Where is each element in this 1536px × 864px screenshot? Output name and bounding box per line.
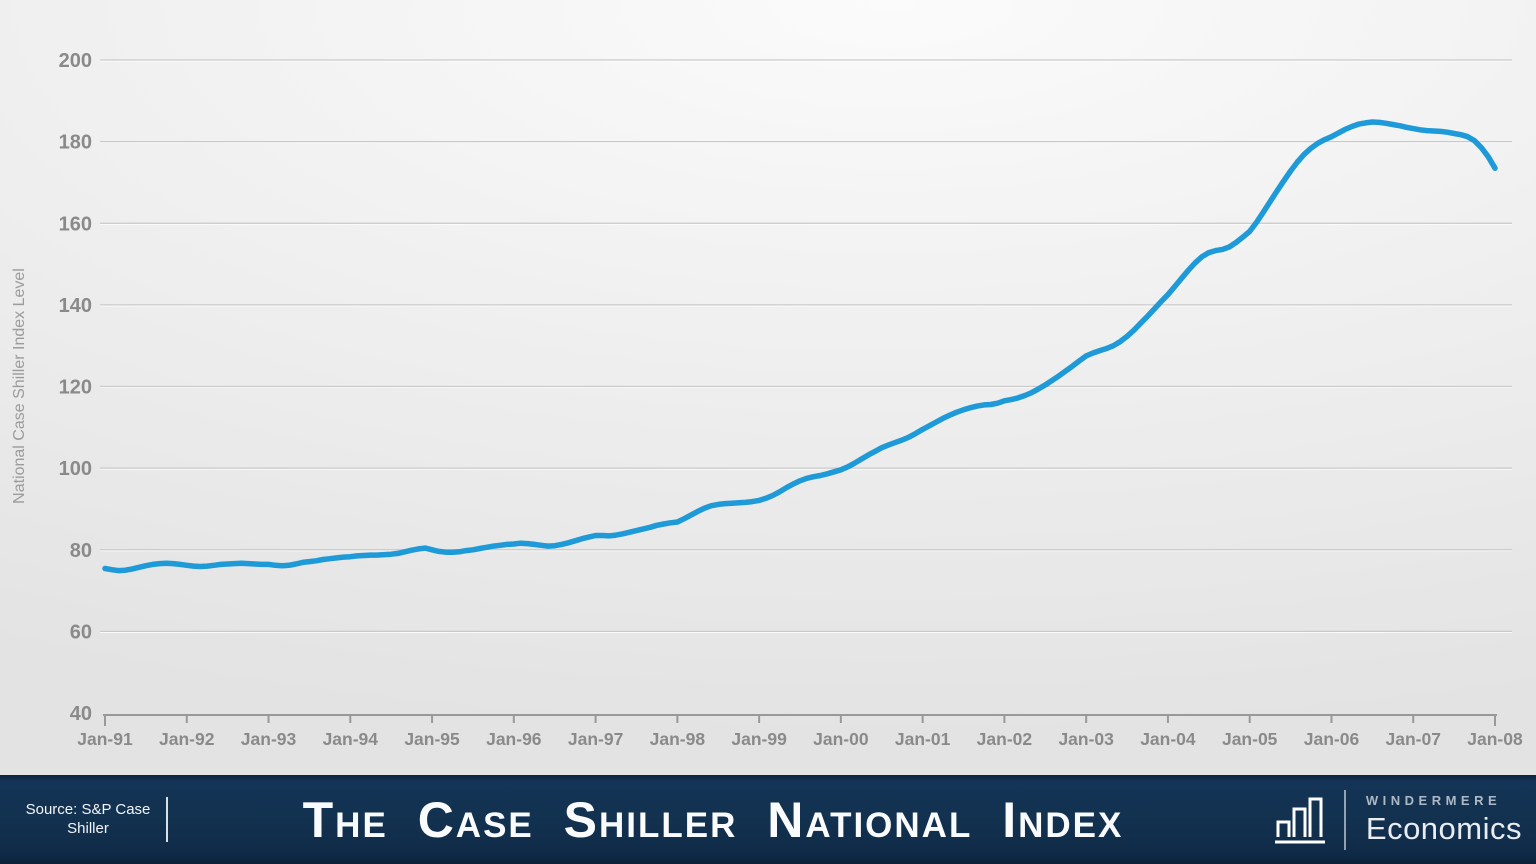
footer-divider — [166, 797, 168, 842]
logo-text: WINDERMERE Economics — [1366, 793, 1522, 847]
y-tick-label: 100 — [59, 458, 92, 480]
chart-area: 40 60 80 100 120 140 160 180 200 Jan-91 Jan-92 Jan… — [0, 0, 1536, 775]
y-axis-tick-labels: 40 60 80 100 120 140 160 180 200 — [59, 50, 92, 725]
x-tick-label: Jan-96 — [486, 729, 542, 749]
logo-brand-division: Economics — [1365, 810, 1522, 846]
x-tick-label: Jan-04 — [1140, 729, 1196, 749]
y-tick-label: 200 — [59, 50, 92, 72]
chart-title: The Case Shiller National Index — [302, 791, 1124, 848]
y-tick-label: 60 — [70, 621, 92, 643]
y-tick-label: 120 — [59, 377, 92, 399]
x-tick-label: Jan-03 — [1058, 729, 1114, 749]
x-tick-label: Jan-07 — [1386, 729, 1441, 749]
windermere-economics-logo: WINDERMERE Economics — [1274, 775, 1522, 864]
x-tick-label: Jan-05 — [1222, 729, 1278, 749]
y-tick-label: 80 — [70, 540, 92, 562]
x-tick-label: Jan-93 — [241, 729, 297, 749]
index-data-line — [102, 119, 1498, 574]
x-tick-label: Jan-99 — [731, 729, 787, 749]
x-axis — [103, 714, 1497, 726]
y-axis-title: National Case Shiller Index Level — [11, 268, 28, 504]
x-tick-label: Jan-94 — [323, 729, 379, 749]
x-tick-label: Jan-98 — [650, 729, 706, 749]
gridlines — [100, 59, 1512, 633]
x-tick-label: Jan-08 — [1467, 729, 1523, 749]
source-label: Source: S&P Case Shiller — [25, 800, 151, 837]
x-tick-label: Jan-92 — [159, 729, 215, 749]
y-tick-label: 140 — [59, 295, 92, 317]
x-tick-label: Jan-02 — [977, 729, 1033, 749]
bar-chart-icon — [1274, 797, 1325, 843]
x-tick-label: Jan-01 — [895, 729, 951, 749]
y-tick-label: 160 — [59, 213, 92, 235]
y-tick-label: 40 — [70, 703, 92, 725]
x-tick-label: Jan-97 — [568, 729, 623, 749]
x-tick-label: Jan-91 — [77, 729, 133, 749]
logo-brand-name: WINDERMERE — [1365, 792, 1502, 808]
x-tick-label: Jan-95 — [404, 729, 460, 749]
logo-divider — [1343, 789, 1346, 850]
x-axis-tick-labels: Jan-91 Jan-92 Jan-93 Jan-94 Jan-95 Jan-96 Jan-… — [77, 729, 1523, 749]
y-tick-label: 180 — [59, 132, 92, 154]
x-tick-label: Jan-06 — [1304, 729, 1360, 749]
footer-bar: Source: S&P Case Shiller The Case Shille… — [0, 775, 1536, 864]
x-tick-label: Jan-00 — [813, 729, 869, 749]
